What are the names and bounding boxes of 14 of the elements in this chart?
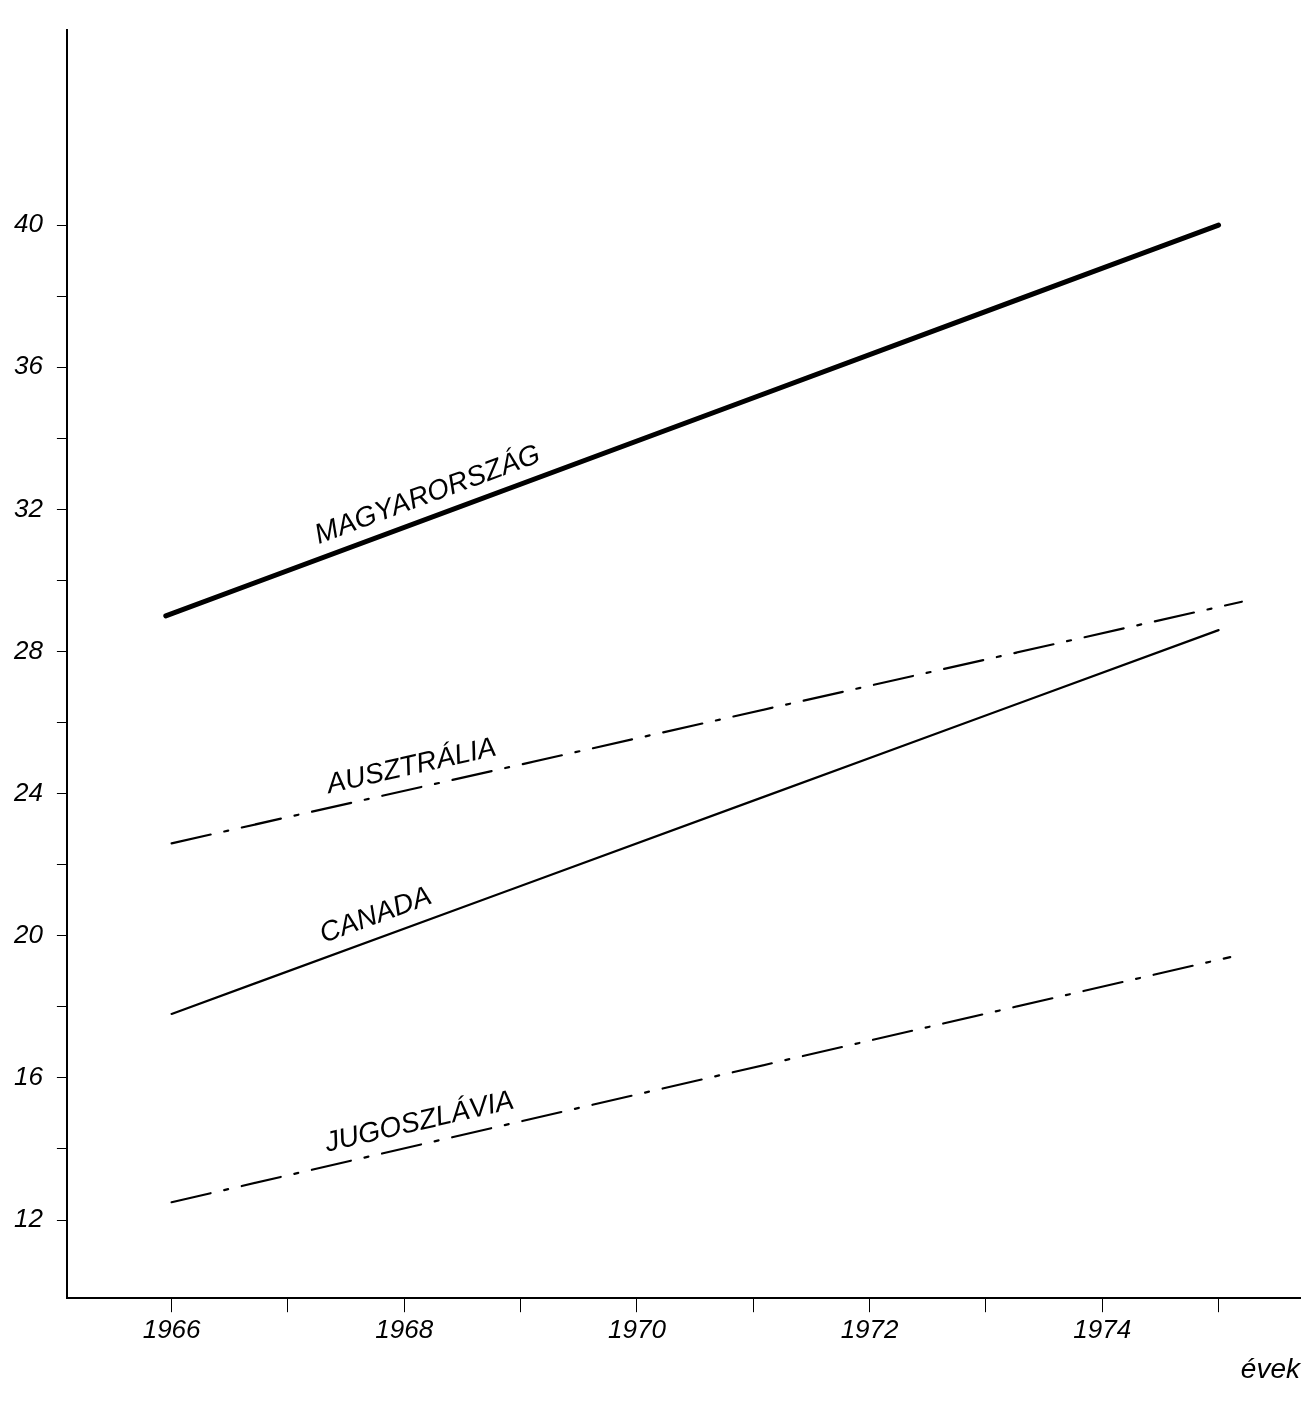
x-tick-label: 1972	[840, 1314, 900, 1345]
y-tick-label: 12	[14, 1203, 44, 1234]
y-tick-label: 32	[14, 492, 44, 523]
x-tick-label: 1968	[375, 1314, 434, 1345]
y-tick-label: 20	[13, 918, 44, 949]
x-tick-label: 1970	[608, 1314, 667, 1345]
x-axis-title: évek	[1240, 1353, 1302, 1384]
y-tick-label: 28	[13, 634, 44, 665]
y-tick-label: 24	[13, 776, 43, 807]
x-tick-label: 1966	[142, 1314, 202, 1345]
x-tick-label: 1974	[1073, 1314, 1132, 1345]
y-tick-label: 40	[14, 208, 44, 239]
y-tick-label: 36	[14, 350, 44, 381]
y-tick-label: 16	[14, 1061, 44, 1092]
